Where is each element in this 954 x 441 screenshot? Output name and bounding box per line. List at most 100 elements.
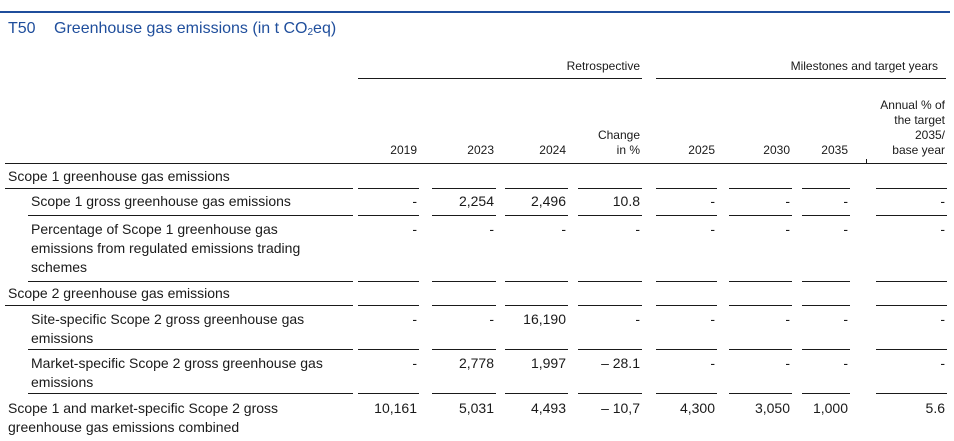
cell-rule <box>358 393 419 394</box>
table-title: T50 Greenhouse gas emissions (in t CO2eq… <box>8 20 336 38</box>
group-label-milestones: Milestones and target years <box>790 59 938 73</box>
column-header: 2023 <box>467 143 494 157</box>
cell-rule <box>578 188 642 189</box>
cell-rule <box>876 393 947 394</box>
title-text-before: Greenhouse gas emissions (in t CO <box>54 20 308 37</box>
table-cell: – 28.1 <box>601 355 640 371</box>
table-cell: - <box>843 193 848 209</box>
column-header: 2030 <box>763 143 790 157</box>
top-rule <box>0 11 950 13</box>
table-cell: - <box>489 311 494 327</box>
cell-rule <box>505 281 568 282</box>
table-cell: 4,300 <box>679 400 715 416</box>
table-cell: 4,493 <box>530 400 566 416</box>
table-cell: - <box>412 311 417 327</box>
cell-rule <box>432 349 496 350</box>
section-label: Scope 1 greenhouse gas emissions <box>8 168 230 184</box>
table-cell: - <box>561 221 566 237</box>
row-label: Scope 1 gross greenhouse gas emissions <box>31 193 291 209</box>
table-cell: - <box>710 355 715 371</box>
column-header: Change in % <box>597 128 640 157</box>
row-label: Scope 1 and market-specific Scope 2 gros… <box>8 400 279 435</box>
table-cell: - <box>710 193 715 209</box>
table-cell: - <box>635 311 640 327</box>
cell-rule <box>729 349 792 350</box>
table-cell: 10.8 <box>612 193 640 209</box>
row-label: Percentage of Scope 1 greenhouse gas emi… <box>31 221 301 275</box>
header-rule <box>5 163 947 164</box>
cell-rule <box>729 188 792 189</box>
column-header: Annual % of the target 2035/ base year <box>880 98 945 157</box>
table-cell: - <box>489 221 494 237</box>
row-rule <box>28 349 353 350</box>
table-cell: 2,778 <box>458 355 494 371</box>
table-cell: - <box>412 355 417 371</box>
table-cell: - <box>785 221 790 237</box>
cell-rule <box>656 281 717 282</box>
cell-rule <box>578 393 642 394</box>
title-subscript: 2 <box>307 27 314 38</box>
cell-rule <box>802 281 850 282</box>
cell-rule <box>656 349 717 350</box>
cell-rule <box>358 215 419 216</box>
table-cell: 16,190 <box>523 311 566 327</box>
group-label-retrospective: Retrospective <box>566 59 640 73</box>
cell-rule <box>729 305 792 306</box>
cell-rule <box>358 305 419 306</box>
title-text-after: eq) <box>313 20 337 37</box>
table-cell: - <box>412 193 417 209</box>
row-label: Market-specific Scope 2 gross greenhouse… <box>31 355 323 390</box>
cell-rule <box>578 215 642 216</box>
table-cell: - <box>843 355 848 371</box>
cell-rule <box>802 188 850 189</box>
cell-rule <box>802 349 850 350</box>
cell-rule <box>505 393 568 394</box>
cell-rule <box>505 349 568 350</box>
table-cell: 10,161 <box>374 400 417 416</box>
header-tick <box>866 159 867 163</box>
table-cell: 2,496 <box>530 193 566 209</box>
table-cell: – 10,7 <box>601 400 640 416</box>
cell-rule <box>802 215 850 216</box>
cell-rule <box>358 188 419 189</box>
cell-rule <box>578 281 642 282</box>
group-line-retrospective <box>358 78 642 79</box>
table-cell: - <box>785 193 790 209</box>
cell-rule <box>876 188 947 189</box>
cell-rule <box>656 188 717 189</box>
column-header: 2035 <box>821 143 848 157</box>
cell-rule <box>505 305 568 306</box>
cell-rule <box>358 281 419 282</box>
cell-rule <box>432 393 496 394</box>
row-rule <box>28 393 353 394</box>
table-cell: - <box>710 221 715 237</box>
table-cell: 1,000 <box>812 400 848 416</box>
cell-rule <box>656 393 717 394</box>
cell-rule <box>656 215 717 216</box>
cell-rule <box>432 281 496 282</box>
cell-rule <box>876 215 947 216</box>
row-rule <box>28 215 353 216</box>
table-cell: - <box>843 221 848 237</box>
column-header: 2024 <box>539 143 566 157</box>
cell-rule <box>505 188 568 189</box>
cell-rule <box>578 349 642 350</box>
table-cell: 2,254 <box>458 193 494 209</box>
cell-rule <box>432 215 496 216</box>
cell-rule <box>802 305 850 306</box>
table-cell: 1,997 <box>530 355 566 371</box>
table-cell: 3,050 <box>754 400 790 416</box>
table-cell: - <box>940 221 945 237</box>
table-cell: - <box>843 311 848 327</box>
table-cell: - <box>940 193 945 209</box>
cell-rule <box>432 188 496 189</box>
group-line-milestones <box>656 78 946 79</box>
table-cell: - <box>940 311 945 327</box>
cell-rule <box>358 349 419 350</box>
cell-rule <box>729 393 792 394</box>
table-cell: - <box>940 355 945 371</box>
cell-rule <box>802 393 850 394</box>
row-rule <box>5 188 353 189</box>
cell-rule <box>432 305 496 306</box>
table-cell: - <box>412 221 417 237</box>
